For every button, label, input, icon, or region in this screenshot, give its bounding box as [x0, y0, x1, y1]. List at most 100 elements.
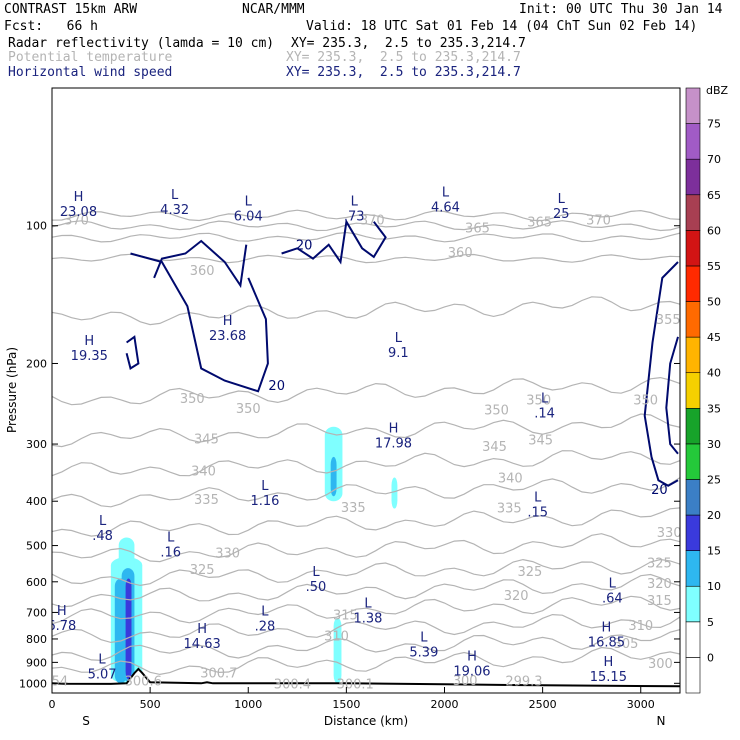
- y-tick-label: 400: [26, 495, 47, 508]
- y-axis-title: Pressure (hPa): [5, 347, 19, 433]
- theta-contour-label: 340: [191, 465, 216, 480]
- theta-contour-label: 305: [614, 637, 639, 652]
- reflectivity-cell: [125, 578, 132, 680]
- theta-contour-label: 315: [333, 608, 358, 623]
- field-name-reflectivity: Radar reflectivity (lamda = 10 cm): [8, 36, 275, 51]
- field-name-theta: Potential temperature: [8, 50, 173, 65]
- extremum-value: 5.39: [409, 645, 438, 660]
- colorbar-label: 45: [707, 331, 721, 344]
- theta-contour-label: 330: [657, 526, 682, 541]
- extremum-marker: H: [57, 604, 67, 619]
- extremum-value: .14: [534, 407, 555, 422]
- extremum-marker: H: [389, 422, 399, 437]
- extremum-marker: H: [84, 334, 94, 349]
- theta-contour-label: 300.1: [337, 677, 374, 692]
- y-tick-label: 900: [26, 656, 47, 669]
- theta-contour-label: 350: [180, 392, 205, 407]
- colorbar-label: 50: [707, 296, 721, 309]
- extremum-marker: L: [351, 194, 359, 209]
- extremum-marker: L: [171, 188, 179, 203]
- extremum-marker: L: [541, 392, 549, 407]
- extremum-value: 17.98: [375, 437, 412, 452]
- reflectivity-cell: [333, 618, 342, 684]
- x-tick-label: 1500: [332, 698, 360, 711]
- theta-contour-label: 365: [465, 222, 490, 237]
- colorbar-label: 35: [707, 402, 721, 415]
- plot-frame: [51, 87, 681, 694]
- extremum-marker: L: [364, 596, 372, 611]
- theta-contour-label: 325: [517, 565, 542, 580]
- colorbar-swatch: [685, 123, 701, 160]
- colorbar-swatch: [685, 514, 701, 551]
- theta-contour: [52, 450, 680, 477]
- extremum-value: 23.68: [209, 329, 246, 344]
- theta-contour-label: 320: [504, 589, 529, 604]
- wind-speed-contour: [281, 218, 387, 265]
- extremum-marker: H: [74, 190, 84, 205]
- wind-speed-contour: [125, 335, 140, 370]
- field-name-wind: Horizontal wind speed: [8, 65, 173, 80]
- colorbar-label: 25: [707, 473, 721, 486]
- theta-contour-label: 320: [647, 577, 672, 592]
- theta-contour-label: 350: [236, 402, 261, 417]
- reflectivity-cell: [391, 477, 398, 509]
- theta-contour-label: 350: [633, 394, 658, 409]
- wind-speed-contour: [130, 252, 269, 393]
- theta-contour-label: 340: [498, 472, 523, 487]
- colorbar-swatch: [685, 585, 701, 623]
- colorbar-label: 40: [707, 367, 721, 380]
- extremum-marker: L: [534, 491, 542, 506]
- colorbar-swatch: [685, 407, 701, 445]
- theta-contour: [52, 558, 680, 587]
- colorbar-swatch: [685, 657, 701, 694]
- theta-contour-label: 345: [194, 433, 219, 448]
- theta-contour-label: 300.4: [274, 677, 311, 692]
- model-title: CONTRAST 15km ARW: [4, 2, 138, 17]
- colorbar-swatch: [685, 158, 701, 196]
- wind-speed-contour: [643, 261, 679, 487]
- y-tick-label: 600: [26, 576, 47, 589]
- colorbar-swatch: [685, 479, 701, 516]
- theta-contour-label: 365: [527, 216, 552, 231]
- theta-contour-label: 330: [215, 547, 240, 562]
- theta-contour-label: 345: [528, 433, 553, 448]
- theta-contour-label: 300.7: [200, 666, 237, 681]
- colorbar-label: 60: [707, 224, 721, 237]
- x-axis-title: Distance (km): [324, 714, 408, 728]
- extremum-marker: L: [420, 630, 428, 645]
- theta-contour: [52, 376, 680, 406]
- theta-contour: [52, 629, 680, 662]
- extremum-value: 9.1: [388, 346, 409, 361]
- theta-contour: [52, 477, 680, 508]
- extremum-value: .48: [92, 529, 113, 544]
- theta-contour-label: 300: [648, 657, 673, 672]
- colorbar-label: 5: [707, 616, 714, 629]
- extremum-marker: L: [558, 192, 566, 207]
- extremum-marker: H: [223, 314, 233, 329]
- theta-contour-label: 350: [484, 403, 509, 418]
- extremum-value: 19.06: [453, 665, 490, 680]
- extremum-value: .16: [160, 546, 181, 561]
- colorbar-label: 0: [707, 651, 714, 664]
- theta-contour: [52, 296, 680, 326]
- theta-contour: [52, 209, 680, 222]
- extremum-marker: L: [167, 531, 175, 546]
- theta-contour-label: 299.3: [505, 674, 542, 689]
- colorbar-swatch: [685, 550, 701, 587]
- wind-speed-contour: [665, 336, 679, 455]
- theta-contour-label: 360: [190, 264, 215, 279]
- x-tick-label: 3000: [627, 698, 655, 711]
- colorbar-unit: dBZ: [706, 84, 729, 97]
- theta-contour-label: 370: [64, 214, 89, 229]
- colorbar-swatch: [685, 230, 701, 267]
- theta-contour: [52, 613, 680, 644]
- valid-time: Valid: 18 UTC Sat 01 Feb 14 (04 ChT Sun …: [306, 19, 698, 34]
- colorbar-swatch: [685, 87, 701, 124]
- colorbar-swatch: [685, 336, 701, 374]
- extremum-value: 16.85: [588, 636, 625, 651]
- theta-contour-label: 310: [324, 630, 349, 645]
- extremum-marker: L: [261, 604, 269, 619]
- field-xy-reflectivity: XY= 235.3, 2.5 to 235.3,214.7: [291, 36, 526, 51]
- theta-contour: [52, 220, 680, 232]
